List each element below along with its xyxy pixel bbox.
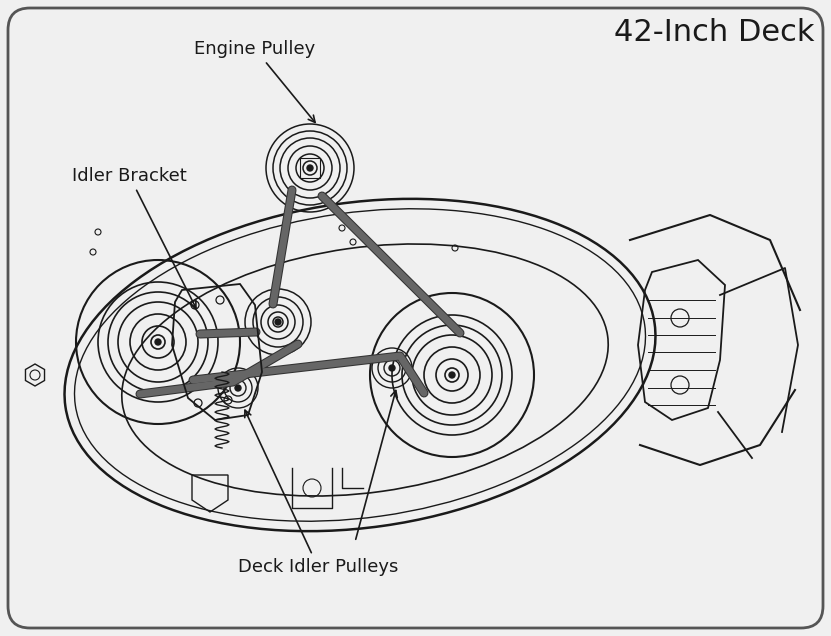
Circle shape [449, 372, 455, 378]
Circle shape [307, 165, 313, 171]
FancyBboxPatch shape [8, 8, 823, 628]
Text: Deck Idler Pulleys: Deck Idler Pulleys [238, 410, 398, 576]
Circle shape [275, 319, 281, 325]
Text: 42-Inch Deck: 42-Inch Deck [614, 18, 815, 47]
Circle shape [389, 365, 395, 371]
Circle shape [235, 385, 241, 391]
Text: Idler Bracket: Idler Bracket [72, 167, 196, 308]
Text: Engine Pulley: Engine Pulley [194, 40, 316, 122]
Circle shape [155, 339, 161, 345]
